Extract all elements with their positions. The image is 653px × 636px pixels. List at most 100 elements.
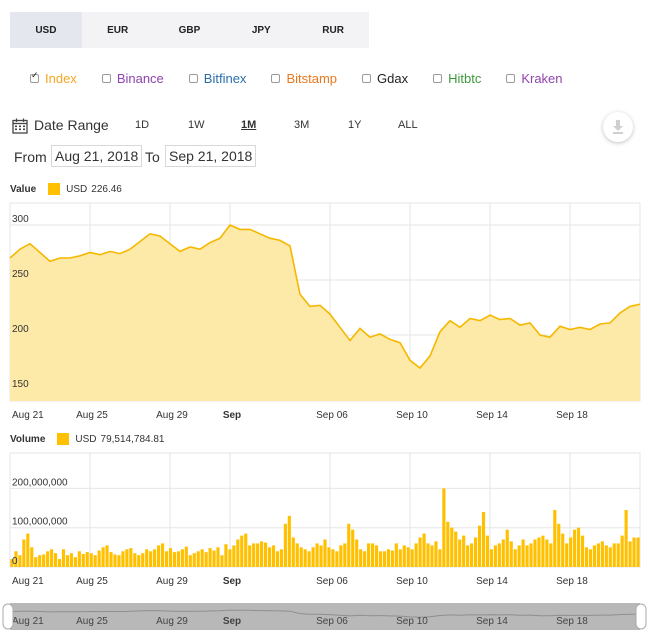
volume-bar xyxy=(69,553,73,567)
exchange-hitbtc[interactable]: Hitbtc xyxy=(433,71,481,86)
volume-bar xyxy=(244,533,248,567)
volume-bar xyxy=(628,541,632,567)
exchange-bitstamp[interactable]: Bitstamp xyxy=(271,71,337,86)
exchange-kraken[interactable]: Kraken xyxy=(506,71,563,86)
exchange-gdax-label: Gdax xyxy=(377,71,409,86)
download-button[interactable] xyxy=(603,112,633,142)
volume-bar xyxy=(113,554,117,567)
volume-bar xyxy=(263,542,268,567)
checkbox-icon[interactable] xyxy=(101,74,111,83)
volume-bar xyxy=(252,543,256,567)
volume-bar xyxy=(509,541,513,567)
volume-bar xyxy=(172,552,177,567)
tab-jpy[interactable]: JPY xyxy=(251,24,271,36)
exchange-filters: Index Binance Bitfinex Bitstamp Gdax Hit… xyxy=(30,71,588,86)
volume-bar xyxy=(347,523,351,567)
volume-bar xyxy=(236,539,240,567)
volume-bar xyxy=(485,535,490,567)
volume-bar xyxy=(295,543,299,567)
volume-bar xyxy=(351,529,355,567)
volume-x-tick-label: Sep 10 xyxy=(396,576,428,587)
volume-bar xyxy=(291,537,295,567)
from-label: From xyxy=(14,149,47,165)
volume-bar xyxy=(608,547,612,567)
volume-bar xyxy=(125,549,129,567)
volume-bar xyxy=(477,525,482,567)
volume-bar xyxy=(378,551,383,567)
volume-bar xyxy=(149,551,153,567)
volume-bar xyxy=(612,543,616,567)
volume-bar xyxy=(529,543,533,567)
from-date-input[interactable] xyxy=(51,145,142,167)
volume-x-tick-label: Sep 18 xyxy=(556,576,588,587)
range-1d-button[interactable]: 1D xyxy=(135,119,150,131)
value-legend-value: 226.46 xyxy=(91,183,122,195)
range-3m-button[interactable]: 3M xyxy=(294,119,310,131)
tab-eur[interactable]: EUR xyxy=(107,24,129,36)
range-1w-button[interactable]: 1W xyxy=(188,119,205,131)
volume-bar xyxy=(85,552,89,567)
currency-tabs: USD EUR GBP JPY RUR xyxy=(10,12,369,48)
value-x-tick-label: Sep 06 xyxy=(316,410,348,421)
exchange-index[interactable]: Index xyxy=(30,71,77,86)
checkbox-icon[interactable] xyxy=(506,74,516,83)
checkbox-icon[interactable] xyxy=(433,74,443,83)
volume-bar xyxy=(545,539,549,567)
volume-bar xyxy=(50,549,54,567)
volume-bar xyxy=(327,547,331,567)
volume-y-tick-label: 100,000,000 xyxy=(12,517,68,528)
volume-bar xyxy=(271,545,276,567)
volume-plot-frame xyxy=(9,452,641,568)
volume-bar xyxy=(196,551,200,567)
value-legend-swatch xyxy=(48,183,61,195)
volume-bar xyxy=(355,539,359,567)
volume-bar xyxy=(577,527,581,567)
volume-x-tick-label: Aug 29 xyxy=(156,576,188,587)
volume-bar xyxy=(73,557,77,567)
checkbox-icon[interactable] xyxy=(188,74,198,83)
volume-bar xyxy=(109,552,113,567)
range-all-button[interactable]: ALL xyxy=(398,119,418,131)
to-date-input[interactable] xyxy=(165,145,256,167)
volume-bar xyxy=(367,543,371,567)
volume-bar xyxy=(228,549,232,567)
volume-bar xyxy=(180,549,184,567)
volume-bar xyxy=(430,545,434,567)
tab-rur[interactable]: RUR xyxy=(322,24,344,36)
volume-bar xyxy=(600,541,604,567)
volume-bar xyxy=(22,539,26,567)
volume-bar xyxy=(18,555,22,567)
volume-bar xyxy=(42,554,46,567)
volume-bar xyxy=(573,529,577,567)
volume-bar xyxy=(604,545,608,567)
checkbox-checked-icon[interactable] xyxy=(30,71,39,83)
exchange-index-label: Index xyxy=(45,71,77,86)
exchange-bitfinex[interactable]: Bitfinex xyxy=(188,71,246,86)
volume-bar xyxy=(192,553,196,567)
volume-legend: Volume USD 79,514,784.81 xyxy=(10,433,164,445)
range-1y-button[interactable]: 1Y xyxy=(348,119,362,131)
tab-usd[interactable]: USD xyxy=(10,12,82,48)
volume-bar xyxy=(164,551,169,567)
range-1m-button[interactable]: 1M xyxy=(241,119,257,131)
navigator-tick-label: Sep 10 xyxy=(396,616,428,627)
tab-gbp[interactable]: GBP xyxy=(178,24,201,36)
volume-bar xyxy=(493,545,497,567)
volume-bar xyxy=(335,551,339,567)
volume-bar xyxy=(176,551,180,567)
volume-bar xyxy=(501,539,505,567)
volume-bar xyxy=(620,535,624,567)
navigator: Aug 21 Aug 25 Aug 29 Sep Sep 06 Sep 10 Sep 14 S… xyxy=(2,603,647,630)
volume-bar xyxy=(10,559,14,567)
volume-bar xyxy=(153,549,157,567)
volume-bar xyxy=(26,533,30,567)
volume-bar xyxy=(204,552,208,567)
exchange-binance[interactable]: Binance xyxy=(101,71,164,86)
volume-bar xyxy=(370,543,375,567)
checkbox-icon[interactable] xyxy=(271,74,281,83)
exchange-gdax[interactable]: Gdax xyxy=(362,71,408,86)
checkbox-icon[interactable] xyxy=(362,74,372,83)
volume-bar xyxy=(580,535,585,567)
volume-y-tick-label: 0 xyxy=(12,556,18,567)
volume-bar xyxy=(121,551,125,567)
